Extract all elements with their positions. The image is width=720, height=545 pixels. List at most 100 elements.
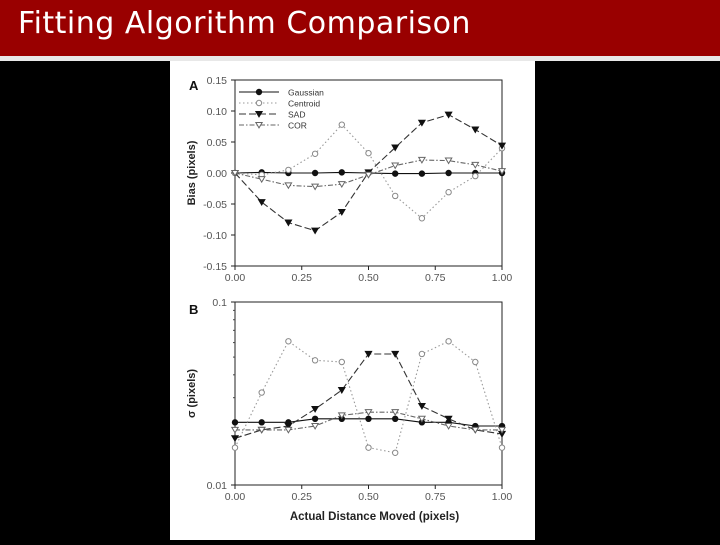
data-point-sad [311, 227, 320, 235]
plot-area-B [234, 301, 503, 486]
x-tick-label: 0.25 [292, 272, 313, 284]
data-point-sad [337, 209, 346, 216]
legend-marker-sad [254, 110, 264, 118]
data-point-sad [284, 219, 293, 227]
data-point-gaussian [311, 169, 319, 177]
data-point-centroid [258, 389, 265, 396]
data-point-cor [337, 412, 346, 420]
series-line-cor [235, 411, 502, 431]
data-point-cor [444, 157, 453, 165]
data-point-cor [417, 415, 426, 423]
data-point-cor [230, 426, 240, 434]
data-point-sad [444, 415, 453, 423]
x-tick-label: 0.50 [358, 272, 379, 284]
data-point-centroid [472, 358, 479, 366]
y-tick-label: 0.05 [207, 137, 228, 149]
data-point-centroid [285, 166, 292, 174]
data-point-gaussian [258, 419, 265, 426]
x-tick-label: 0.75 [425, 491, 446, 503]
data-point-centroid [311, 150, 319, 157]
panel-label-A: A [189, 78, 199, 93]
data-point-cor [337, 181, 346, 189]
data-point-cor [364, 409, 373, 417]
legend-label-sad: SAD [288, 110, 305, 120]
data-point-cor [471, 426, 480, 434]
legend-marker-centroid [255, 99, 263, 107]
data-point-sad [337, 387, 346, 394]
x-tick-label: 0.00 [225, 272, 246, 284]
y-tick-label: 0.00 [207, 168, 228, 180]
data-point-cor [444, 422, 453, 430]
data-point-cor [497, 426, 507, 434]
data-point-centroid [472, 172, 479, 180]
data-point-sad [471, 126, 480, 134]
data-point-sad [417, 403, 426, 410]
data-point-centroid [418, 350, 426, 358]
data-point-cor [311, 183, 320, 191]
x-tick-label: 0.75 [425, 272, 446, 284]
x-tick-label: 1.00 [492, 272, 513, 284]
data-point-gaussian [231, 419, 239, 426]
title-bar: Fitting Algorithm Comparison [0, 0, 720, 56]
data-point-centroid [392, 192, 399, 200]
legend-marker-gaussian [255, 88, 263, 96]
title-rule [0, 56, 720, 61]
data-point-cor [284, 182, 293, 190]
data-point-gaussian [311, 415, 319, 423]
data-point-sad [284, 422, 293, 430]
data-point-centroid [338, 121, 346, 128]
data-point-cor [497, 168, 507, 176]
data-point-centroid [338, 358, 346, 366]
y-tick-label: -0.10 [203, 230, 227, 242]
series-line-centroid [234, 123, 503, 220]
y-tick-label: -0.05 [203, 199, 227, 211]
data-point-centroid [285, 338, 292, 345]
data-point-cor [230, 169, 240, 177]
panel-label-B: B [189, 302, 198, 317]
x-tick-label: 0.25 [292, 491, 313, 503]
data-point-sad [444, 111, 453, 119]
x-tick-label: 0.00 [225, 491, 246, 503]
data-point-sad [257, 199, 266, 207]
y-axis-label-A: Bias (pixels) [186, 140, 198, 205]
data-point-sad [497, 142, 507, 150]
data-point-gaussian [392, 170, 399, 177]
data-point-gaussian [365, 415, 372, 423]
data-point-centroid [445, 189, 452, 196]
data-point-sad [311, 405, 320, 413]
data-point-cor [417, 156, 426, 164]
chart-figure: A0.00 0.25 0.50 0.75 1.000.150.100.050.00-0.… [186, 75, 513, 523]
data-point-cor [391, 162, 400, 170]
data-point-centroid [498, 444, 506, 451]
data-point-cor [471, 161, 480, 169]
data-point-centroid [365, 149, 372, 157]
data-point-gaussian [392, 415, 399, 423]
data-point-sad [417, 119, 426, 127]
data-point-gaussian [418, 170, 426, 177]
data-point-gaussian [338, 169, 346, 176]
legend-label-centroid: Centroid [288, 99, 320, 109]
y-tick-label: 0.15 [207, 75, 228, 87]
data-point-cor [257, 176, 266, 184]
data-point-sad [391, 144, 400, 152]
data-point-cor [284, 426, 293, 434]
x-tick-label: 1.00 [492, 491, 513, 503]
y-tick-label: 0.1 [212, 297, 227, 309]
x-axis-label: Actual Distance Moved (pixels) [290, 511, 460, 523]
data-point-sad [364, 350, 373, 358]
data-point-centroid [392, 449, 399, 456]
y-tick-label: 0.01 [207, 480, 228, 492]
legend-label-gaussian: Gaussian [288, 88, 324, 98]
data-point-sad [230, 435, 240, 443]
y-tick-label: -0.15 [203, 261, 227, 273]
data-point-cor [364, 171, 373, 179]
data-point-centroid [445, 338, 452, 345]
slide-title: Fitting Algorithm Comparison [18, 6, 471, 41]
y-axis-label-B: σ (pixels) [186, 369, 198, 418]
legend-label-cor: COR [288, 121, 307, 131]
data-point-cor [391, 409, 400, 417]
x-tick-label: 0.50 [358, 491, 379, 503]
data-point-cor [257, 426, 266, 434]
y-tick-label: 0.10 [207, 106, 228, 118]
data-point-centroid [311, 357, 319, 364]
